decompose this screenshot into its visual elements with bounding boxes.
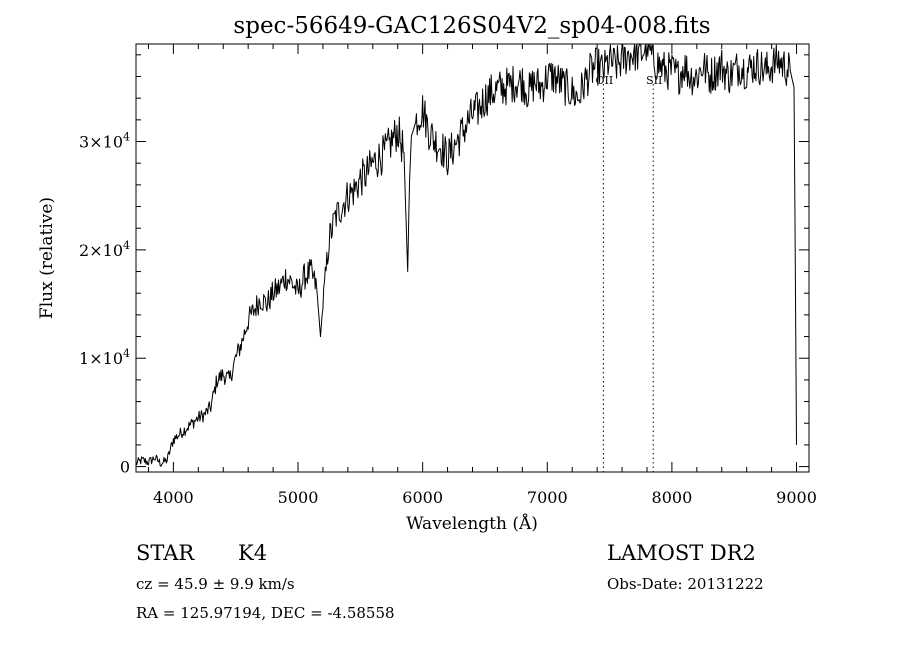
redshift-velocity: cz = 45.9 ± 9.9 km/s <box>136 575 295 593</box>
survey-name: LAMOST DR2 <box>607 541 756 565</box>
spectral-line-markers: OII SII <box>596 74 662 472</box>
x-tick-label: 5000 <box>278 488 319 507</box>
x-tick-label: 4000 <box>153 488 194 507</box>
spectrum-line <box>135 44 797 467</box>
x-axis-tick-labels: 4000 5000 6000 7000 8000 9000 <box>153 488 817 507</box>
plot-frame <box>135 43 810 473</box>
observation-date: Obs-Date: 20131222 <box>607 575 764 593</box>
y-tick-label: 3×104 <box>79 131 130 152</box>
x-tick-label: 6000 <box>402 488 443 507</box>
y-tick-label: 0 <box>120 458 130 477</box>
y-axis-label: Flux (relative) <box>37 197 57 319</box>
x-tick-label: 9000 <box>776 488 817 507</box>
spectral-line-label: SII <box>646 74 662 87</box>
x-axis-label: Wavelength (Å) <box>406 513 538 534</box>
y-tick-label: 1×104 <box>79 347 130 368</box>
object-class: STAR <box>136 541 195 565</box>
y-tick-label: 2×104 <box>79 239 130 260</box>
y-axis-ticks <box>136 54 809 468</box>
x-tick-label: 8000 <box>652 488 693 507</box>
x-tick-label: 7000 <box>527 488 568 507</box>
chart-title: spec-56649-GAC126S04V2_sp04-008.fits <box>233 13 710 39</box>
object-subclass: K4 <box>238 541 268 565</box>
y-axis-tick-labels: 0 1×104 2×104 3×104 <box>79 131 130 477</box>
x-axis-ticks <box>147 44 798 472</box>
coordinates: RA = 125.97194, DEC = -4.58558 <box>136 604 395 622</box>
